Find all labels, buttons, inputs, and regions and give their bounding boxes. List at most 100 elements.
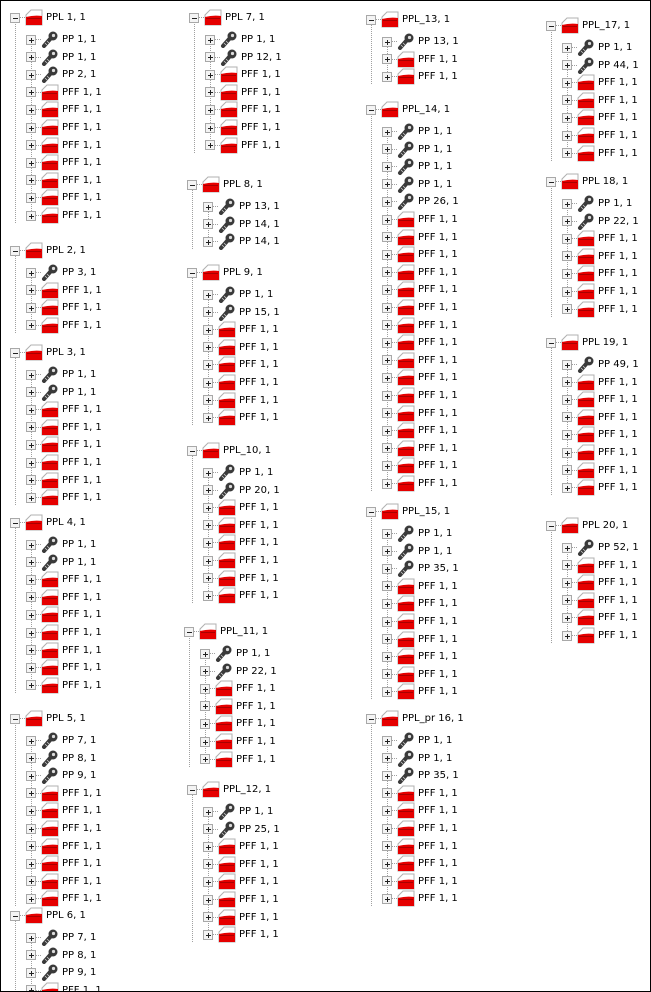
- expand-icon[interactable]: [200, 701, 210, 712]
- expand-icon[interactable]: [26, 122, 36, 133]
- expand-icon[interactable]: [203, 859, 213, 870]
- tree-child-node[interactable]: PFF 1, 1: [26, 606, 102, 623]
- collapse-icon[interactable]: [184, 626, 194, 637]
- tree-root-node[interactable]: PPL_11, 1: [184, 623, 268, 640]
- tree-child-node[interactable]: PFF 1, 1: [26, 785, 102, 802]
- expand-icon[interactable]: [382, 214, 392, 225]
- collapse-icon[interactable]: [366, 14, 376, 25]
- expand-icon[interactable]: [205, 122, 215, 133]
- expand-icon[interactable]: [382, 841, 392, 852]
- tree-child-node[interactable]: PP 1, 1: [382, 141, 452, 158]
- tree-root-node[interactable]: PPL_10, 1: [187, 442, 271, 459]
- tree-child-node[interactable]: PFF 1, 1: [382, 457, 458, 474]
- tree-child-node[interactable]: PFF 1, 1: [26, 873, 102, 890]
- expand-icon[interactable]: [205, 69, 215, 80]
- expand-icon[interactable]: [562, 286, 572, 297]
- expand-icon[interactable]: [562, 251, 572, 262]
- tree-root-node[interactable]: PPL 19, 1: [546, 334, 628, 351]
- expand-icon[interactable]: [26, 841, 36, 852]
- expand-icon[interactable]: [26, 788, 36, 799]
- expand-icon[interactable]: [26, 422, 36, 433]
- expand-icon[interactable]: [26, 175, 36, 186]
- collapse-icon[interactable]: [187, 179, 197, 190]
- expand-icon[interactable]: [562, 595, 572, 606]
- tree-child-node[interactable]: PFF 1, 1: [26, 299, 102, 316]
- tree-child-node[interactable]: PFF 1, 1: [382, 613, 458, 630]
- expand-icon[interactable]: [26, 439, 36, 450]
- expand-icon[interactable]: [562, 560, 572, 571]
- tree-child-node[interactable]: PFF 1, 1: [203, 856, 279, 873]
- tree-child-node[interactable]: PFF 1, 1: [382, 387, 458, 404]
- tree-child-node[interactable]: PP 1, 1: [382, 123, 452, 140]
- tree-child-node[interactable]: PFF 1, 1: [203, 321, 279, 338]
- expand-icon[interactable]: [382, 805, 392, 816]
- expand-icon[interactable]: [562, 429, 572, 440]
- expand-icon[interactable]: [203, 395, 213, 406]
- tree-child-node[interactable]: PFF 1, 1: [562, 592, 638, 609]
- expand-icon[interactable]: [562, 216, 572, 227]
- expand-icon[interactable]: [562, 412, 572, 423]
- tree-child-node[interactable]: PFF 1, 1: [26, 890, 102, 907]
- tree-child-node[interactable]: PFF 1, 1: [382, 229, 458, 246]
- tree-child-node[interactable]: PFF 1, 1: [203, 517, 279, 534]
- tree-child-node[interactable]: PP 9, 1: [26, 964, 96, 982]
- tree-child-node[interactable]: PFF 1, 1: [562, 609, 638, 626]
- tree-child-node[interactable]: PFF 1, 1: [562, 109, 638, 126]
- expand-icon[interactable]: [26, 858, 36, 869]
- tree-child-node[interactable]: PFF 1, 1: [382, 68, 458, 85]
- expand-icon[interactable]: [562, 60, 572, 71]
- expand-icon[interactable]: [562, 630, 572, 641]
- expand-icon[interactable]: [26, 770, 36, 781]
- tree-child-node[interactable]: PFF 1, 1: [382, 855, 458, 872]
- collapse-icon[interactable]: [366, 506, 376, 517]
- tree-child-node[interactable]: PFF 1, 1: [562, 557, 638, 574]
- tree-root-node[interactable]: PPL 20, 1: [546, 517, 628, 534]
- tree-child-node[interactable]: PFF 1, 1: [382, 475, 458, 492]
- tree-child-node[interactable]: PP 1, 1: [382, 543, 452, 560]
- tree-child-node[interactable]: PFF 1, 1: [382, 211, 458, 228]
- tree-child-node[interactable]: PP 2, 1: [26, 66, 96, 84]
- collapse-icon[interactable]: [10, 245, 20, 256]
- expand-icon[interactable]: [382, 284, 392, 295]
- expand-icon[interactable]: [26, 69, 36, 80]
- tree-root-node[interactable]: PPL 9, 1: [187, 264, 263, 281]
- expand-icon[interactable]: [26, 210, 36, 221]
- collapse-icon[interactable]: [10, 910, 20, 921]
- tree-child-node[interactable]: PP 7, 1: [26, 929, 96, 946]
- tree-child-node[interactable]: PFF 1, 1: [205, 66, 281, 83]
- tree-child-node[interactable]: PP 20, 1: [203, 482, 280, 499]
- expand-icon[interactable]: [562, 148, 572, 159]
- expand-icon[interactable]: [203, 502, 213, 513]
- tree-child-node[interactable]: PFF 1, 1: [562, 283, 638, 300]
- expand-icon[interactable]: [26, 609, 36, 620]
- tree-child-node[interactable]: PP 44, 1: [562, 57, 639, 74]
- collapse-icon[interactable]: [546, 337, 556, 348]
- tree-child-node[interactable]: PFF 1, 1: [26, 589, 102, 606]
- tree-child-node[interactable]: PFF 1, 1: [562, 127, 638, 144]
- tree-child-node[interactable]: PFF 1, 1: [562, 92, 638, 109]
- expand-icon[interactable]: [562, 465, 572, 476]
- expand-icon[interactable]: [205, 52, 215, 63]
- tree-child-node[interactable]: PP 9, 1: [26, 767, 96, 785]
- expand-icon[interactable]: [200, 666, 210, 677]
- expand-icon[interactable]: [562, 447, 572, 458]
- tree-child-node[interactable]: PFF 1, 1: [26, 659, 102, 676]
- expand-icon[interactable]: [205, 34, 215, 45]
- expand-icon[interactable]: [203, 467, 213, 478]
- tree-root-node[interactable]: PPL 4, 1: [10, 514, 86, 531]
- expand-icon[interactable]: [26, 805, 36, 816]
- tree-child-node[interactable]: PFF 1, 1: [26, 137, 102, 154]
- expand-icon[interactable]: [562, 482, 572, 493]
- tree-child-node[interactable]: PFF 1, 1: [562, 374, 638, 391]
- expand-icon[interactable]: [382, 71, 392, 82]
- tree-child-node[interactable]: PFF 1, 1: [203, 392, 279, 409]
- expand-icon[interactable]: [26, 627, 36, 638]
- tree-child-node[interactable]: PFF 1, 1: [26, 436, 102, 453]
- tree-child-node[interactable]: PFF 1, 1: [205, 119, 281, 136]
- expand-icon[interactable]: [26, 285, 36, 296]
- tree-child-node[interactable]: PFF 1, 1: [203, 552, 279, 569]
- expand-icon[interactable]: [26, 369, 36, 380]
- tree-child-node[interactable]: PFF 1, 1: [382, 264, 458, 281]
- tree-child-node[interactable]: PFF 1, 1: [26, 101, 102, 118]
- tree-child-node[interactable]: PFF 1, 1: [26, 624, 102, 641]
